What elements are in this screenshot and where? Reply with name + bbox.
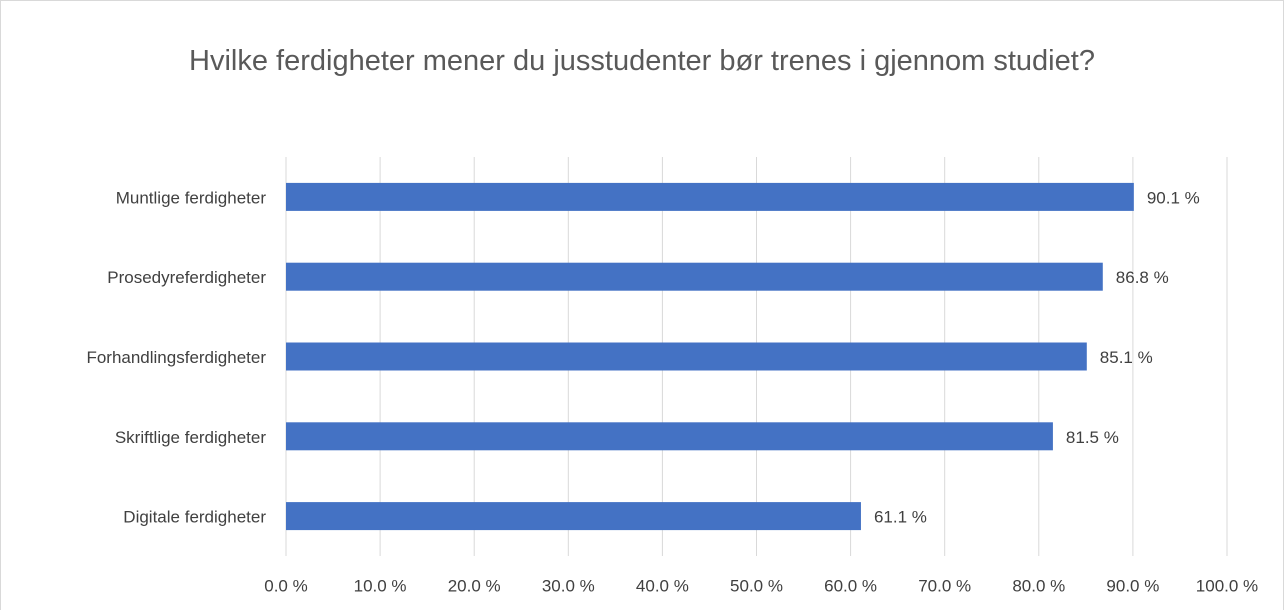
- x-tick-label: 30.0 %: [542, 576, 595, 595]
- bar: [286, 502, 861, 531]
- x-tick-label: 20.0 %: [448, 576, 501, 595]
- data-label: 86.8 %: [1116, 268, 1169, 287]
- y-tick-label: Digitale ferdigheter: [123, 508, 266, 527]
- data-label: 90.1 %: [1147, 188, 1200, 207]
- bar: [286, 342, 1087, 371]
- x-tick-label: 80.0 %: [1012, 576, 1065, 595]
- bar: [286, 182, 1134, 211]
- x-tick-label: 100.0 %: [1196, 576, 1258, 595]
- x-tick-label: 50.0 %: [730, 576, 783, 595]
- y-tick-label: Muntlige ferdigheter: [116, 188, 267, 207]
- bar: [286, 262, 1103, 291]
- x-tick-label: 90.0 %: [1106, 576, 1159, 595]
- chart-title: Hvilke ferdigheter mener du jusstudenter…: [189, 45, 1095, 77]
- y-tick-label: Skriftlige ferdigheter: [115, 428, 267, 447]
- data-label: 81.5 %: [1066, 428, 1119, 447]
- x-tick-label: 40.0 %: [636, 576, 689, 595]
- data-label: 61.1 %: [874, 508, 927, 527]
- y-tick-label: Forhandlingsferdigheter: [86, 348, 266, 367]
- y-tick-label: Prosedyreferdigheter: [107, 268, 266, 287]
- x-tick-label: 70.0 %: [918, 576, 971, 595]
- x-tick-label: 10.0 %: [354, 576, 407, 595]
- x-tick-label: 60.0 %: [824, 576, 877, 595]
- x-tick-label: 0.0 %: [264, 576, 307, 595]
- data-label: 85.1 %: [1100, 348, 1153, 367]
- bar: [286, 422, 1053, 451]
